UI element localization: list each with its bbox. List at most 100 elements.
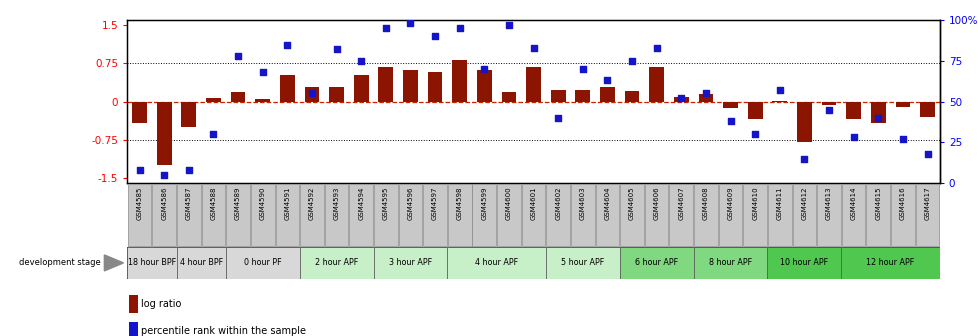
FancyBboxPatch shape <box>250 184 274 246</box>
Text: 18 hour BPF: 18 hour BPF <box>128 258 176 267</box>
FancyBboxPatch shape <box>398 184 422 246</box>
Text: GSM4591: GSM4591 <box>284 186 290 220</box>
Point <box>304 91 320 96</box>
Point <box>181 167 197 173</box>
Bar <box>129 295 138 313</box>
Bar <box>600 87 614 102</box>
Text: 10 hour APF: 10 hour APF <box>779 258 827 267</box>
Point <box>205 132 221 137</box>
Text: GSM4611: GSM4611 <box>776 186 782 220</box>
Text: GSM4598: GSM4598 <box>456 186 463 220</box>
FancyBboxPatch shape <box>718 184 741 246</box>
Bar <box>575 90 590 102</box>
Bar <box>870 102 885 123</box>
Point <box>279 42 294 47</box>
Text: 6 hour APF: 6 hour APF <box>635 258 678 267</box>
Bar <box>723 102 737 108</box>
Bar <box>747 102 762 120</box>
Bar <box>132 102 147 123</box>
Point <box>378 26 393 31</box>
Text: GSM4606: GSM4606 <box>653 186 659 220</box>
Bar <box>205 97 221 102</box>
FancyBboxPatch shape <box>767 247 840 279</box>
FancyBboxPatch shape <box>226 184 249 246</box>
Point <box>772 88 787 93</box>
Bar <box>156 102 171 165</box>
FancyBboxPatch shape <box>447 247 546 279</box>
Text: GSM4604: GSM4604 <box>603 186 610 220</box>
Point <box>845 135 861 140</box>
Point <box>402 21 418 26</box>
Point <box>894 136 910 142</box>
FancyBboxPatch shape <box>521 184 545 246</box>
Point <box>722 119 737 124</box>
Point <box>254 70 270 75</box>
Text: 8 hour APF: 8 hour APF <box>708 258 751 267</box>
FancyBboxPatch shape <box>176 247 226 279</box>
Bar <box>280 75 294 102</box>
Bar <box>403 70 418 102</box>
FancyBboxPatch shape <box>693 184 717 246</box>
Bar <box>452 60 467 102</box>
Bar <box>525 67 541 102</box>
Text: GSM4603: GSM4603 <box>579 186 585 220</box>
Text: GSM4614: GSM4614 <box>850 186 856 220</box>
FancyBboxPatch shape <box>692 247 767 279</box>
Point <box>821 107 836 113</box>
Text: GSM4608: GSM4608 <box>702 186 708 220</box>
FancyBboxPatch shape <box>595 184 619 246</box>
FancyBboxPatch shape <box>422 184 446 246</box>
FancyBboxPatch shape <box>742 184 766 246</box>
Text: GSM4617: GSM4617 <box>923 186 929 220</box>
Text: GSM4590: GSM4590 <box>259 186 265 220</box>
FancyBboxPatch shape <box>841 184 865 246</box>
FancyBboxPatch shape <box>619 247 692 279</box>
Text: GSM4586: GSM4586 <box>161 186 167 220</box>
Point <box>501 23 516 28</box>
Point <box>550 115 565 121</box>
FancyBboxPatch shape <box>767 184 791 246</box>
FancyBboxPatch shape <box>201 184 225 246</box>
FancyBboxPatch shape <box>374 184 397 246</box>
Text: GSM4597: GSM4597 <box>431 186 437 220</box>
Bar <box>255 99 270 102</box>
FancyBboxPatch shape <box>177 184 200 246</box>
FancyBboxPatch shape <box>374 247 447 279</box>
Text: 4 hour BPF: 4 hour BPF <box>179 258 222 267</box>
Text: GSM4594: GSM4594 <box>358 186 364 220</box>
Point <box>230 53 245 59</box>
Text: 5 hour APF: 5 hour APF <box>560 258 603 267</box>
Text: 3 hour APF: 3 hour APF <box>388 258 431 267</box>
FancyBboxPatch shape <box>128 184 152 246</box>
Text: log ratio: log ratio <box>141 299 181 309</box>
Text: GSM4615: GSM4615 <box>874 186 880 220</box>
FancyBboxPatch shape <box>127 247 176 279</box>
Text: GSM4600: GSM4600 <box>506 186 511 220</box>
FancyBboxPatch shape <box>645 184 668 246</box>
FancyBboxPatch shape <box>792 184 816 246</box>
Text: 0 hour PF: 0 hour PF <box>244 258 282 267</box>
Text: GSM4616: GSM4616 <box>899 186 905 220</box>
Point <box>918 151 934 157</box>
FancyBboxPatch shape <box>570 184 594 246</box>
Point <box>648 45 664 50</box>
FancyBboxPatch shape <box>226 247 299 279</box>
Bar <box>231 92 245 102</box>
Text: GSM4595: GSM4595 <box>382 186 388 220</box>
FancyBboxPatch shape <box>153 184 176 246</box>
FancyBboxPatch shape <box>300 184 324 246</box>
Point <box>156 172 172 178</box>
Text: GSM4599: GSM4599 <box>481 186 487 220</box>
Bar <box>698 94 713 102</box>
Bar <box>895 102 910 107</box>
FancyBboxPatch shape <box>275 184 299 246</box>
Text: GSM4613: GSM4613 <box>825 186 831 220</box>
Text: GSM4607: GSM4607 <box>678 186 684 220</box>
Text: GSM4601: GSM4601 <box>530 186 536 220</box>
FancyBboxPatch shape <box>840 247 939 279</box>
FancyBboxPatch shape <box>669 184 692 246</box>
FancyBboxPatch shape <box>866 184 889 246</box>
Bar <box>476 70 491 102</box>
Bar <box>353 75 368 102</box>
Point <box>476 67 492 72</box>
